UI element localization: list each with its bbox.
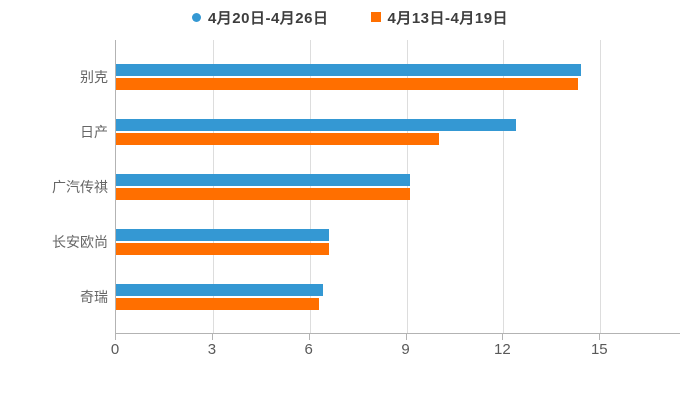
bar-week-apr20-26 <box>116 119 517 131</box>
x-axis-tick <box>115 334 116 340</box>
bar-week-apr13-19 <box>116 78 578 90</box>
x-axis-tick <box>405 334 407 340</box>
gridline <box>406 40 408 333</box>
chart-legend: 4月20日-4月26日 4月13日-4月19日 <box>0 4 700 30</box>
plot-area <box>115 40 680 334</box>
legend-label-apr13-19: 4月13日-4月19日 <box>387 9 509 27</box>
bar-week-apr20-26 <box>116 64 581 76</box>
legend-item-apr20-26[interactable]: 4月20日-4月26日 <box>191 7 329 28</box>
gridline <box>212 40 214 333</box>
x-axis-tick <box>308 334 310 340</box>
x-axis-tick-label: 3 <box>207 341 217 358</box>
x-axis-tick <box>599 334 601 340</box>
legend-item-apr13-19[interactable]: 4月13日-4月19日 <box>370 7 509 28</box>
x-axis-tick-label: 12 <box>494 341 511 358</box>
gridline <box>600 40 602 333</box>
bar-week-apr20-26 <box>116 229 330 241</box>
x-axis-tick <box>502 334 504 340</box>
x-axis-tick-label: 0 <box>110 341 120 358</box>
category-label: 广汽传祺 <box>52 179 108 195</box>
category-label: 日产 <box>80 124 108 140</box>
legend-marker-circle-icon <box>191 12 201 22</box>
bar-week-apr20-26 <box>116 284 323 296</box>
bar-week-apr13-19 <box>116 133 439 145</box>
x-axis-tick-label: 6 <box>304 341 313 358</box>
bar-week-apr13-19 <box>116 298 320 310</box>
legend-label-apr20-26: 4月20日-4月26日 <box>207 9 329 27</box>
x-axis-tick-label: 15 <box>590 341 608 358</box>
category-label: 奇瑞 <box>80 289 108 305</box>
x-axis-tick-label: 9 <box>401 341 410 358</box>
gridline <box>503 40 505 333</box>
bar-week-apr13-19 <box>116 188 410 200</box>
legend-marker-square-icon <box>370 12 381 22</box>
category-label: 别克 <box>80 69 108 85</box>
gridline <box>309 40 311 333</box>
bar-week-apr13-19 <box>116 243 330 255</box>
x-axis-tick <box>211 334 213 340</box>
category-label: 长安欧尚 <box>52 234 108 250</box>
bar-week-apr20-26 <box>116 174 410 186</box>
